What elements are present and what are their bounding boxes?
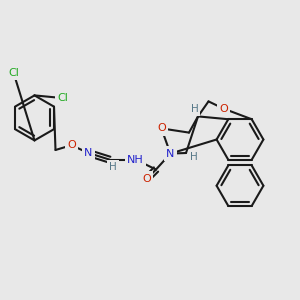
Text: H: H — [109, 162, 117, 172]
Text: H: H — [190, 103, 198, 114]
Text: O: O — [157, 123, 166, 134]
Text: Cl: Cl — [58, 93, 68, 103]
Text: NH: NH — [127, 154, 144, 165]
Text: O: O — [219, 103, 228, 114]
Text: N: N — [166, 148, 175, 159]
Text: Cl: Cl — [8, 68, 19, 78]
Text: H: H — [190, 152, 197, 163]
Text: O: O — [142, 173, 152, 184]
Text: N: N — [84, 148, 93, 158]
Text: O: O — [67, 140, 76, 150]
